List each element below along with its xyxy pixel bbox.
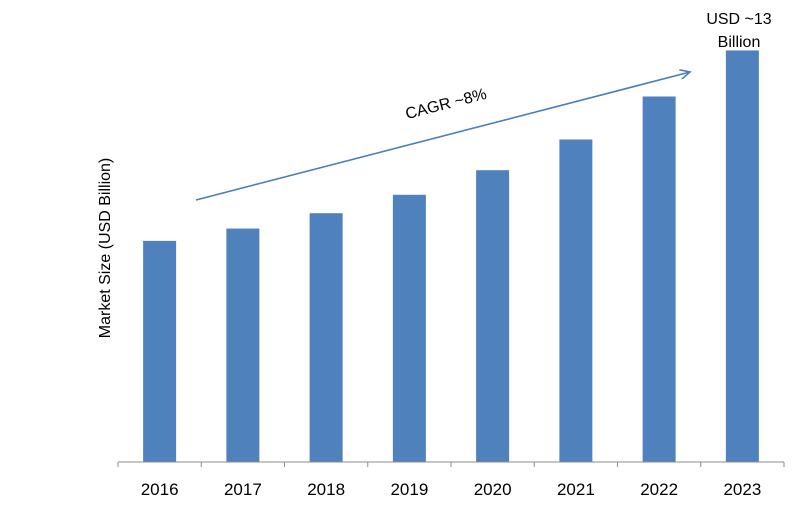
- bar-2022: [642, 96, 676, 462]
- bar-2018: [309, 213, 343, 462]
- cagr-label: CAGR ~8%: [404, 86, 489, 123]
- bar-2016: [143, 240, 177, 462]
- bar-2021: [559, 139, 593, 462]
- x-tick-label-2017: 2017: [224, 480, 262, 499]
- x-tick-label-2018: 2018: [307, 480, 345, 499]
- last-value-annotation-line2: Billion: [718, 34, 761, 51]
- x-tick-label-2019: 2019: [390, 480, 428, 499]
- x-tick-label-2023: 2023: [723, 480, 761, 499]
- x-tick-label-2021: 2021: [557, 480, 595, 499]
- x-axis-ticks: [117, 462, 785, 467]
- bar-2023: [725, 50, 759, 463]
- x-tick-label-2022: 2022: [640, 480, 678, 499]
- x-tick-label-2016: 2016: [141, 480, 179, 499]
- cagr-arrow: [195, 72, 690, 201]
- y-axis-label: Market Size (USD Billion): [97, 158, 114, 338]
- last-value-annotation-line1: USD ~13: [706, 11, 771, 28]
- bar-2020: [476, 170, 510, 462]
- x-tick-label-2020: 2020: [474, 480, 512, 499]
- bars-group: [143, 50, 759, 463]
- bar-2017: [226, 228, 260, 462]
- bar-2019: [392, 194, 426, 463]
- x-axis-labels: 2016 2017 2018 2019 2020 2021 2022 2023: [141, 480, 762, 499]
